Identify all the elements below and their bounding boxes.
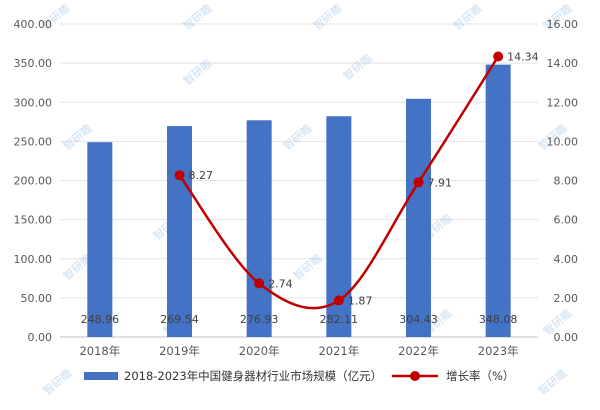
- right-y-tick-label: 16.00: [547, 18, 579, 31]
- bar: [87, 142, 113, 337]
- bar-data-label: 348.08: [479, 313, 518, 326]
- line-data-labels: 8.27 2.74 1.87 7.91 14.34: [189, 50, 539, 307]
- x-tick-label: 2021年: [318, 344, 359, 358]
- growth-rate-line: [178, 55, 500, 310]
- bar-data-label: 304.43: [399, 313, 438, 326]
- watermark-text: 智研瞻: [450, 1, 484, 33]
- watermark-text: 智研瞻: [310, 1, 344, 33]
- line-point: [413, 177, 424, 188]
- gridlines: [60, 23, 538, 338]
- legend-line-marker: [410, 371, 420, 381]
- left-y-tick-label: 250.00: [14, 135, 53, 148]
- right-y-tick-label: 8.00: [554, 175, 579, 188]
- right-y-tick-label: 4.00: [554, 253, 579, 266]
- bar-data-labels: 248.96 269.54 276.93 282.11 304.43 348.08: [81, 313, 518, 326]
- watermark-text: 智研瞻: [180, 1, 214, 33]
- bar: [167, 126, 192, 337]
- left-y-tick-label: 150.00: [14, 214, 53, 227]
- line-data-label: 14.34: [507, 50, 538, 63]
- watermark-text: 智研瞻: [340, 51, 374, 83]
- watermark-text: 智研瞻: [40, 366, 74, 398]
- bar-data-label: 282.11: [320, 313, 359, 326]
- watermark-text: 智研瞻: [280, 121, 314, 153]
- line-point: [493, 51, 504, 62]
- bar-data-label: 276.93: [240, 313, 279, 326]
- left-y-tick-label: 300.00: [14, 96, 53, 109]
- line-data-label: 7.91: [428, 176, 453, 189]
- right-y-tick-label: 10.00: [547, 135, 579, 148]
- left-y-tick-label: 100.00: [14, 253, 53, 266]
- bar: [485, 64, 511, 337]
- bar: [246, 120, 272, 337]
- x-tick-label: 2020年: [239, 344, 280, 358]
- right-y-axis: 0.00 2.00 4.00 6.00 8.00 10.00 12.00 14.00 16.00: [547, 18, 579, 344]
- right-y-tick-label: 0.00: [554, 331, 579, 344]
- line-point: [333, 295, 344, 306]
- line-point: [254, 278, 265, 289]
- watermark-text: 智研瞻: [180, 56, 214, 88]
- bar-data-label: 269.54: [160, 313, 199, 326]
- x-tick-label: 2023年: [478, 344, 519, 358]
- left-y-tick-label: 200.00: [14, 175, 53, 188]
- left-y-tick-label: 0.00: [28, 331, 53, 344]
- x-tick-label: 2018年: [79, 344, 120, 358]
- right-y-tick-label: 2.00: [554, 292, 579, 305]
- x-tick-label: 2022年: [398, 344, 439, 358]
- line-point: [174, 170, 185, 181]
- legend-line-label: 增长率（%）: [446, 369, 514, 383]
- x-axis: 2018年 2019年 2020年 2021年 2022年 2023年: [79, 344, 518, 358]
- bar-data-label: 248.96: [81, 313, 120, 326]
- line-data-label: 2.74: [268, 277, 293, 290]
- legend: 2018-2023年中国健身器材行业市场规模（亿元） 增长率（%）: [84, 369, 514, 383]
- x-tick-label: 2019年: [159, 344, 200, 358]
- line-data-label: 8.27: [189, 169, 214, 182]
- right-y-tick-label: 12.00: [547, 96, 579, 109]
- left-y-tick-label: 50.00: [21, 292, 53, 305]
- line-series: [174, 51, 504, 310]
- right-y-tick-label: 6.00: [554, 214, 579, 227]
- line-data-label: 1.87: [348, 294, 373, 307]
- bar-series: [87, 64, 511, 337]
- left-y-axis: 0.00 50.00 100.00 150.00 200.00 250.00 300.00 3…: [14, 18, 53, 344]
- left-y-tick-label: 400.00: [14, 18, 53, 31]
- watermark-text: 智研瞻: [535, 366, 569, 398]
- right-y-tick-label: 14.00: [547, 57, 579, 70]
- left-y-tick-label: 350.00: [14, 57, 53, 70]
- watermark-text: 智研瞻: [290, 251, 324, 283]
- legend-bar-swatch: [84, 372, 118, 380]
- legend-bar-label: 2018-2023年中国健身器材行业市场规模（亿元）: [124, 369, 382, 383]
- bar: [406, 98, 431, 337]
